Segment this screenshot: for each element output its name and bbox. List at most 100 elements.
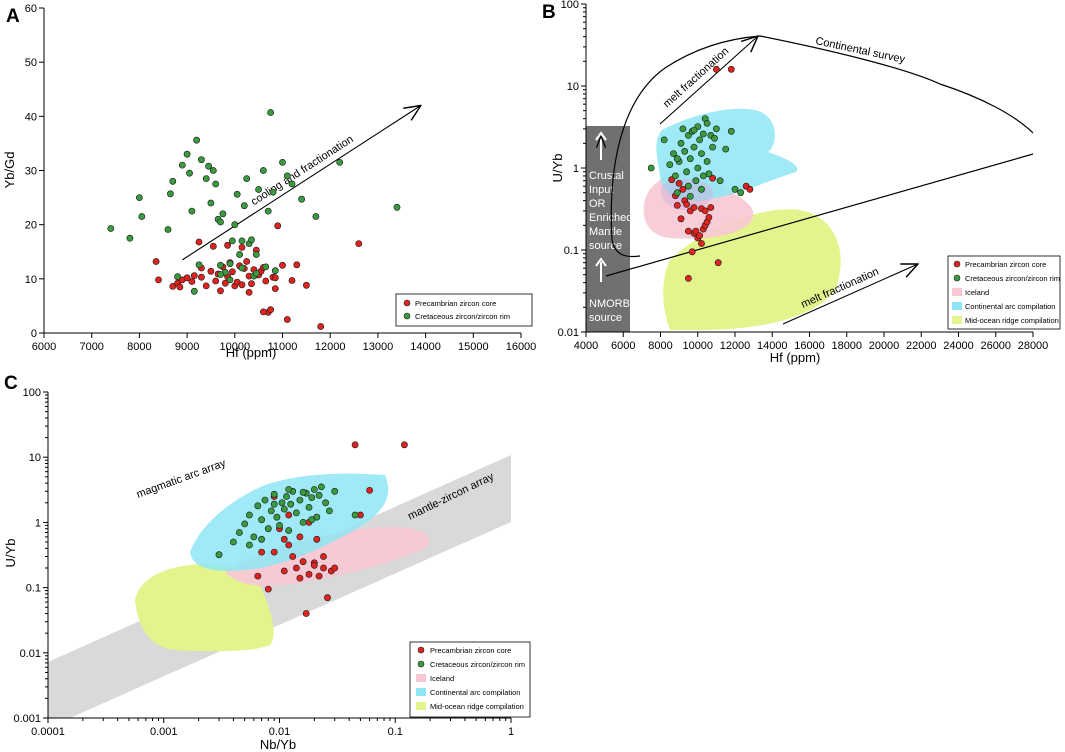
precambrian-data-point (685, 274, 692, 282)
panel-a: A Hf (ppm) Yb/Gd 6000 7000 8000 9000 10000 11… (2, 3, 536, 360)
legend-swatch-iceland (416, 674, 426, 682)
x-tick-label: 13000 (363, 341, 394, 353)
cretaceous-data-point (681, 147, 689, 155)
y-tick-label: 10 (25, 274, 37, 286)
cretaceous-data-point (252, 251, 260, 258)
cretaceous-data-point (673, 155, 681, 163)
cretaceous-data-point (258, 535, 265, 543)
cretaceous-data-point (243, 175, 251, 182)
cretaceous-data-point (183, 150, 191, 158)
precambrian-data-point (696, 232, 703, 239)
cretaceous-data-point (264, 207, 272, 215)
cretaceous-data-point (692, 177, 700, 185)
x-tick-label: 12000 (720, 340, 751, 352)
x-tick-label: 8000 (648, 340, 672, 352)
cretaceous-data-point (670, 150, 677, 157)
precambrian-data-point (217, 287, 224, 295)
legend-swatch-iceland (952, 288, 962, 296)
precambrian-data-point (207, 267, 215, 275)
y-tick-label: 10 (29, 452, 41, 464)
cretaceous-data-point (315, 491, 323, 499)
mid-ocean-ridge-field-c (135, 564, 274, 652)
y-tick-label: 30 (25, 166, 37, 178)
precambrian-data-point (176, 283, 184, 291)
cretaceous-data-point (679, 125, 687, 133)
melt-fractionation-arrow-upper (659, 36, 758, 125)
cretaceous-data-point (698, 150, 705, 157)
crustal-line-1: Crustal (589, 170, 624, 182)
precambrian-data-point (271, 285, 279, 292)
precambrian-data-point (313, 535, 321, 543)
cretaceous-data-point (722, 145, 730, 153)
cretaceous-data-point (737, 189, 744, 197)
cretaceous-data-point (703, 158, 711, 165)
legend-label-iceland: Iceland (965, 288, 989, 297)
cretaceous-data-point (245, 511, 253, 519)
precambrian-data-point (324, 594, 331, 602)
cretaceous-data-point (647, 164, 655, 172)
cretaceous-data-point (727, 127, 735, 135)
precambrian-data-point (709, 174, 716, 182)
x-tick-label: 15000 (458, 341, 489, 353)
precambrian-data-point (296, 574, 304, 582)
x-tick-label: 10000 (682, 340, 713, 352)
cretaceous-data-point (716, 177, 724, 185)
x-tick-label: 14000 (757, 340, 788, 352)
cretaceous-data-point (292, 509, 300, 517)
x-tick-label: 16000 (506, 341, 537, 353)
cretaceous-data-point (686, 192, 694, 200)
y-tick-label: 0.001 (13, 713, 41, 725)
precambrian-data-point (169, 282, 177, 290)
x-tick-label: 20000 (869, 340, 900, 352)
iceland-field-c (225, 526, 430, 586)
cretaceous-data-point (188, 207, 196, 215)
cretaceous-data-point (231, 221, 239, 229)
precambrian-data-point (302, 610, 310, 617)
y-tick-label: 60 (25, 3, 37, 15)
precambrian-data-point (183, 274, 191, 282)
precambrian-data-point (746, 185, 754, 193)
cretaceous-data-point (212, 180, 220, 188)
legend-label-precambrian: Precambrian zircon core (415, 299, 496, 308)
cretaceous-data-point (197, 156, 205, 164)
y-tick-label: 0.01 (558, 327, 579, 339)
cretaceous-data-point (228, 237, 236, 245)
cretaceous-data-point (278, 499, 286, 507)
cretaceous-data-point (686, 155, 694, 163)
cretaceous-data-point (660, 136, 668, 144)
x-tick-label: 10000 (220, 341, 251, 353)
cretaceous-data-point (217, 271, 224, 278)
svg-text:source: source (589, 312, 622, 324)
precambrian-data-point (302, 281, 310, 289)
cretaceous-data-point (205, 162, 212, 170)
precambrian-data-point (155, 276, 162, 284)
precambrian-data-point (292, 564, 300, 572)
cretaceous-data-point (270, 490, 278, 498)
cretaceous-data-point (283, 493, 290, 500)
cretaceous-data-point (209, 167, 217, 174)
mantle-zircon-array (48, 455, 511, 718)
precambrian-data-point (224, 241, 231, 249)
cretaceous-data-point (241, 520, 249, 528)
cretaceous-data-point (250, 533, 258, 541)
cretaceous-data-point (166, 190, 174, 198)
cretaceous-data-point (226, 276, 234, 284)
precambrian-data-point (270, 548, 278, 556)
cretaceous-data-point (705, 170, 713, 178)
x-tick-label: 16000 (794, 340, 825, 352)
precambrian-data-point (299, 558, 307, 566)
panel-b-legend: Precambrian zircon core Cretaceous zirco… (947, 255, 1061, 330)
x-tick-label: 6000 (32, 341, 56, 353)
cretaceous-data-point (254, 502, 262, 510)
continental-survey-lower-curve (611, 239, 641, 258)
panel-c-y-axis-label: U/Yb (3, 539, 18, 568)
cretaceous-data-point (261, 496, 269, 504)
precambrian-data-point (238, 243, 246, 251)
precambrian-data-point (228, 268, 236, 276)
cretaceous-data-point (694, 164, 702, 172)
cretaceous-data-point (308, 516, 316, 524)
x-tick-label: 14000 (410, 341, 441, 353)
precambrian-data-point (698, 240, 705, 247)
cretaceous-data-point (248, 236, 255, 244)
cretaceous-data-point (690, 143, 698, 151)
